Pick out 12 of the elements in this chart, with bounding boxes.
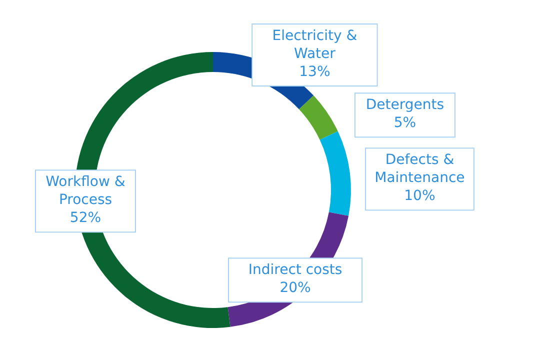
slice-label: Detergents	[366, 97, 444, 114]
data-label: 5%	[394, 115, 416, 132]
data-label: 52%	[70, 210, 102, 226]
data-label: 20%	[280, 280, 311, 296]
donut-slice	[320, 131, 351, 216]
donut-slice	[299, 96, 338, 140]
slice-label: Indirect costs	[248, 262, 342, 278]
slice-label: Defects & Maintenance	[374, 152, 465, 186]
slice-label: Electricity & Water	[272, 28, 358, 62]
data-label: 13%	[299, 64, 330, 80]
data-label: 10%	[404, 188, 436, 204]
slice-label: Workflow & Process	[46, 174, 126, 208]
